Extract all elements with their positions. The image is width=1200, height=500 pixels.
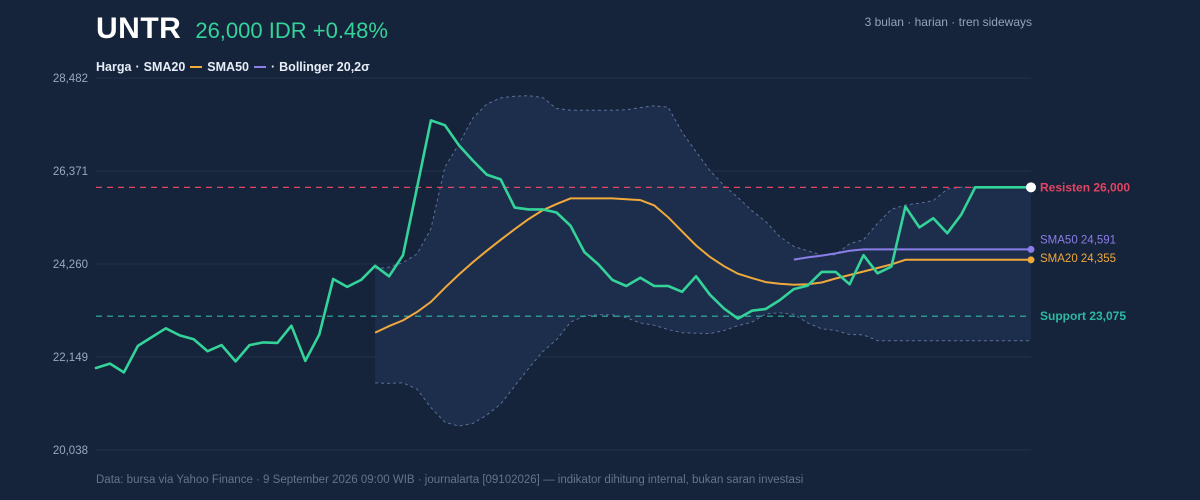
y-tick-label: 28,482 — [53, 73, 88, 85]
y-tick-label: 26,371 — [53, 166, 88, 178]
sma50-line — [793, 248, 1031, 261]
legend-sma20-swatch — [190, 66, 203, 68]
resistance-label: Resisten 26,000 — [1040, 180, 1130, 194]
y-tick-label: 22,149 — [53, 352, 88, 364]
chart-legend: Harga · SMA20 SMA50 · Bollinger 20,2σ — [96, 60, 370, 74]
legend-price: Harga — [96, 60, 132, 74]
y-tick-label: 24,260 — [53, 259, 88, 271]
ticker-symbol: UNTR — [96, 12, 182, 45]
sma50-value-label: SMA50 24,591 — [1040, 234, 1116, 246]
price-end-point — [1026, 182, 1036, 193]
chart-meta: 3 bulan · harian · tren sideways — [864, 15, 1032, 29]
sma20-line — [374, 197, 1031, 334]
price-line — [94, 119, 1033, 374]
legend-sma50: SMA50 — [207, 60, 249, 74]
sma20-value-label: SMA20 24,355 — [1040, 253, 1116, 265]
data-source-footer: Data: bursa via Yahoo Finance · 9 Septem… — [96, 474, 804, 486]
price-change: 26,000 IDR +0.48% — [195, 18, 388, 43]
bollinger-band-area — [375, 95, 1032, 427]
support-label: Support 23,075 — [1040, 309, 1126, 323]
legend-separator: · — [135, 60, 140, 74]
legend-bollinger: Bollinger 20,2σ — [279, 60, 370, 74]
bollinger-lower-line — [375, 312, 1031, 427]
chart-header: UNTR 26,000 IDR +0.48% — [96, 12, 388, 46]
bollinger-upper-line — [375, 95, 1031, 270]
legend-sma50-swatch — [253, 66, 266, 68]
sma50-end-point — [1027, 245, 1035, 253]
sma20-end-point — [1027, 256, 1035, 264]
y-tick-label: 20,038 — [53, 445, 88, 457]
legend-separator-2: · — [270, 60, 276, 74]
legend-sma20: SMA20 — [143, 60, 186, 74]
